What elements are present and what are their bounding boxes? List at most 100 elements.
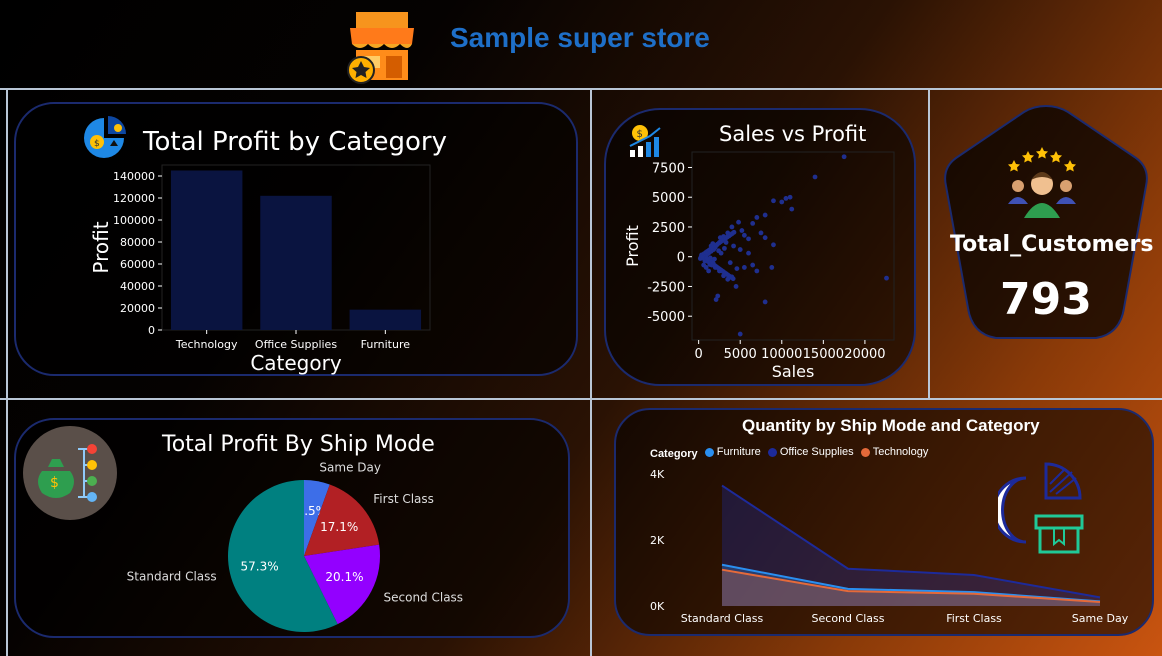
legend-item-office-supplies[interactable]: Office Supplies: [767, 446, 854, 458]
scatter-point: [754, 215, 760, 220]
pie-slice-first-class: [304, 484, 380, 556]
x-tick-label: Technology: [175, 338, 238, 351]
scatter-point: [699, 254, 705, 260]
x-tick-label: Second Class: [812, 612, 885, 625]
scatter-point: [841, 154, 847, 160]
x-axis-label: Sales: [772, 362, 815, 381]
scatter-point: [727, 260, 733, 266]
scatter-point: [739, 228, 745, 233]
pie-value-label: 17.1%: [320, 520, 358, 534]
divider: [928, 88, 930, 398]
profit-by-category-chart: 0 20000 40000 60000 80000 100000 120000 140000 T…: [89, 164, 431, 375]
divider: [6, 88, 8, 656]
line-technology: [721, 568, 1101, 604]
scatter-point: [884, 275, 889, 281]
profit-by-category-title: Total Profit by Category: [143, 127, 447, 157]
plot-frame: [691, 151, 895, 341]
pie-category-label: Same Day: [319, 461, 381, 475]
scatter-point: [762, 212, 768, 218]
scatter-point: [716, 248, 722, 254]
scatter-point: [769, 265, 775, 270]
y-tick-label: 40000: [120, 280, 155, 293]
y-tick-label: 20000: [120, 302, 155, 315]
legend-dot: [767, 447, 777, 457]
scatter-point: [771, 198, 776, 204]
svg-text:$: $: [50, 475, 59, 491]
scatter-point: [741, 232, 747, 238]
scatter-point: [741, 265, 747, 270]
scatter-point: [715, 293, 721, 299]
pie-slice-second-class: [304, 544, 381, 625]
pie-category-label: First Class: [373, 492, 434, 506]
x-tick-label: 10000: [761, 347, 802, 362]
bar-technology: [170, 170, 243, 330]
legend-item-technology[interactable]: Technology: [860, 446, 929, 458]
customer-rating-icon: [1008, 147, 1076, 218]
svg-text:$: $: [637, 129, 643, 140]
quantity-title: Quantity by Ship Mode and Category: [742, 416, 1040, 435]
scatter-point: [750, 262, 756, 268]
divider: [590, 88, 592, 656]
pie-category-label: Standard Class: [127, 569, 217, 583]
y-tick-label: 80000: [120, 236, 155, 249]
y-tick-label: 0: [148, 324, 155, 337]
divider: [0, 88, 1162, 90]
y-axis-label: Profit: [89, 221, 113, 273]
store-icon: [347, 12, 414, 84]
pie-value-label: 20.1%: [325, 570, 363, 584]
legend-dot: [704, 447, 714, 457]
x-tick-label: 20000: [844, 347, 885, 362]
y-tick-label: 120000: [113, 192, 155, 205]
y-axis-label: Profit: [623, 225, 642, 267]
x-tick-label: 15000: [803, 347, 844, 362]
bar-furniture: [349, 309, 422, 330]
scatter-point: [706, 268, 712, 274]
x-tick-label: Standard Class: [681, 612, 764, 625]
quantity-legend: Category Furniture Office Supplies Techn…: [650, 446, 932, 460]
scatter-point: [733, 284, 739, 289]
scatter-point: [737, 331, 743, 337]
line-furniture: [721, 563, 1101, 603]
divider: [0, 398, 1162, 400]
scatter-point: [734, 266, 740, 272]
y-tick-label: 2500: [652, 221, 685, 236]
pie-slice-same-day: [304, 480, 330, 556]
legend-label: Technology: [872, 446, 929, 458]
x-tick-label: Furniture: [361, 338, 411, 351]
bar-office-supplies: [260, 195, 332, 330]
shipping-box-icon: [998, 462, 1084, 554]
page-title: Sample super store: [450, 22, 710, 53]
y-tick-label: 5000: [652, 191, 685, 206]
legend-label: Furniture: [716, 446, 761, 458]
pie-money-icon: $: [84, 116, 126, 158]
y-tick-label: 100000: [113, 214, 155, 227]
y-tick-label: 2K: [650, 534, 665, 547]
scatter-point: [812, 174, 818, 180]
legend-label: Office Supplies: [779, 446, 854, 458]
y-tick-label: -5000: [647, 310, 685, 325]
sales-vs-profit-chart: -5000 -2500 0 2500 5000 7500 0 5000 10000 15000 20…: [623, 151, 895, 381]
scatter-point: [737, 247, 743, 252]
sales-vs-profit-title: Sales vs Profit: [719, 122, 867, 146]
scatter-point: [729, 224, 735, 230]
x-tick-label: 5000: [724, 347, 757, 362]
scatter-point: [779, 199, 785, 205]
x-axis-label: Category: [250, 351, 342, 375]
scatter-point: [731, 243, 736, 249]
pie-value-label: 57.3%: [241, 559, 279, 573]
legend-item-furniture[interactable]: Furniture: [704, 446, 761, 458]
y-tick-label: -2500: [647, 280, 685, 295]
x-tick-label: 0: [695, 347, 703, 362]
y-tick-label: 0K: [650, 600, 665, 613]
pie-category-label: Second Class: [384, 590, 464, 604]
y-tick-label: 140000: [113, 170, 155, 183]
scatter-point: [701, 262, 707, 268]
scatter-point: [713, 297, 719, 302]
customers-value: 793: [1000, 274, 1092, 325]
x-tick-label: Same Day: [1072, 612, 1129, 625]
y-tick-label: 0: [677, 251, 685, 266]
scatter-point: [730, 276, 736, 282]
pie-slice-standard-class: [228, 480, 338, 632]
legend-dot: [860, 447, 870, 457]
